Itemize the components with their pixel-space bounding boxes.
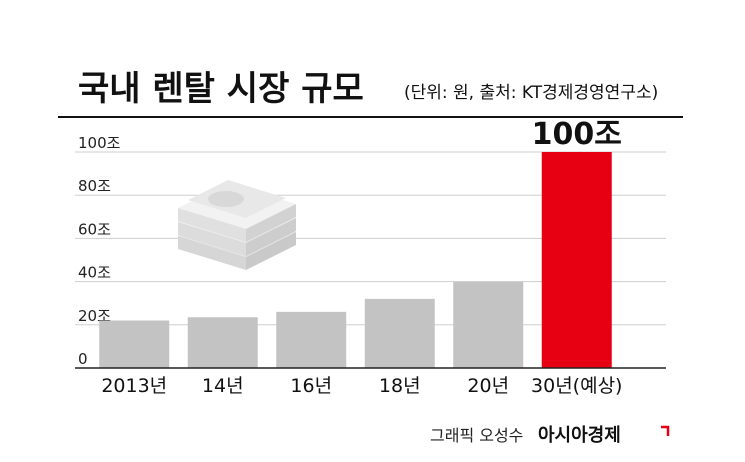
y-tick-label: 40조 bbox=[78, 264, 111, 282]
x-category-label: 16년 bbox=[290, 375, 332, 397]
bar bbox=[364, 298, 435, 368]
y-axis-tick-labels: 0 20조 40조 60조 80조 100조 bbox=[78, 134, 121, 368]
x-category-label: 2013년 bbox=[101, 375, 167, 397]
y-tick-label: 20조 bbox=[78, 307, 111, 325]
x-category-label: 18년 bbox=[379, 375, 421, 397]
data-labels: 100조 bbox=[532, 117, 622, 152]
y-tick-label: 80조 bbox=[78, 177, 111, 195]
brand-accent-icon bbox=[661, 425, 670, 436]
bar bbox=[99, 320, 170, 368]
x-category-label: 30년(예상) bbox=[531, 375, 622, 397]
x-category-label: 20년 bbox=[467, 375, 509, 397]
y-tick-label: 0 bbox=[78, 350, 88, 368]
bar bbox=[276, 311, 347, 368]
graphic-credit: 그래픽 오성수 bbox=[430, 426, 523, 445]
brand-name: 아시아경제 bbox=[538, 425, 621, 446]
x-axis-category-labels: 2013년 14년 16년 18년 20년 30년(예상) bbox=[101, 375, 622, 397]
data-label: 100조 bbox=[532, 117, 622, 152]
money-stack-icon bbox=[178, 180, 296, 270]
chart-subtitle: (단위: 원, 출처: KT경제경영연구소) bbox=[404, 83, 658, 103]
bars bbox=[99, 152, 612, 368]
bar bbox=[187, 317, 258, 368]
bar-highlight bbox=[541, 152, 612, 368]
bar bbox=[453, 281, 524, 368]
x-category-label: 14년 bbox=[202, 375, 244, 397]
y-tick-label: 60조 bbox=[78, 220, 111, 238]
y-tick-label: 100조 bbox=[78, 134, 121, 152]
chart-title: 국내 렌탈 시장 규모 bbox=[78, 69, 364, 109]
